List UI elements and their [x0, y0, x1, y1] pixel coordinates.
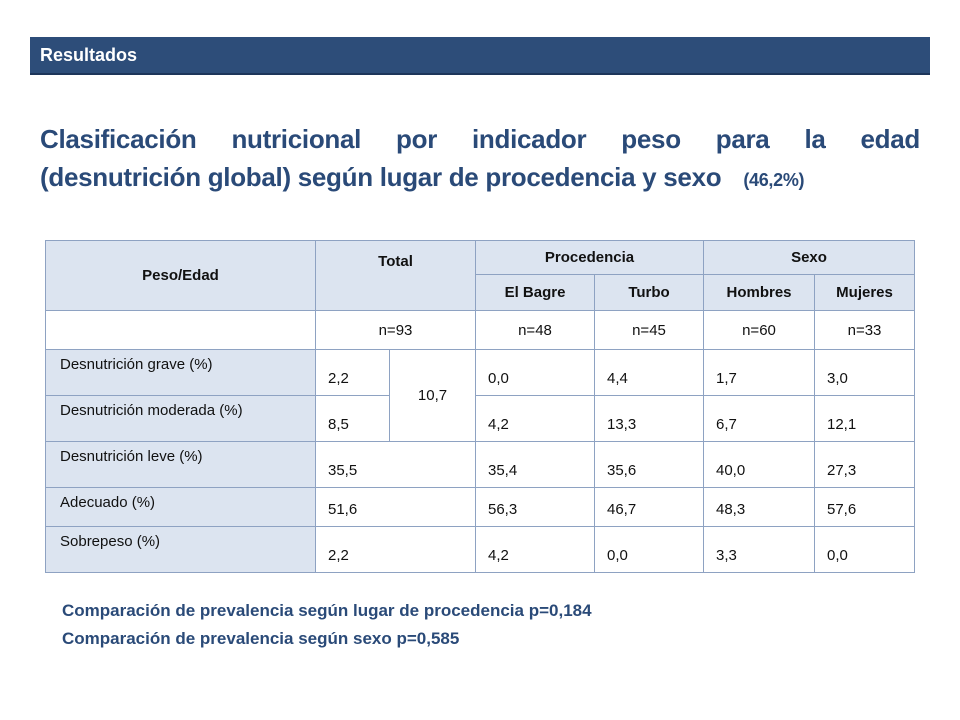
- cell-turbo: 0,0: [594, 526, 704, 573]
- slide-title-line2: (desnutrición global) según lugar de pro…: [40, 158, 920, 199]
- cell-hombres: 3,3: [703, 526, 815, 573]
- row-label: Adecuado (%): [45, 487, 316, 527]
- title-word: por: [396, 124, 438, 154]
- cell-total: 35,5: [315, 441, 476, 488]
- section-header-bar: Resultados: [30, 37, 930, 75]
- header-row-1: Peso/Edad Total Procedencia Sexo: [45, 240, 916, 311]
- title-word: nutricional: [231, 124, 362, 154]
- n-el-bagre: n=48: [475, 310, 595, 350]
- row-label: Desnutrición grave (%): [45, 349, 316, 396]
- table-row: Desnutrición grave (%) 2,2 10,7 0,0 4,4 …: [45, 349, 916, 442]
- header-total: Total: [315, 240, 476, 311]
- cell-mujeres: 0,0: [813, 526, 916, 573]
- header-row-2: El Bagre Turbo Hombres Mujeres: [46, 274, 916, 311]
- footnote-procedencia: Comparación de prevalencia según lugar d…: [62, 601, 592, 620]
- slide-title: Clasificación nutricional por indicador …: [40, 120, 920, 199]
- cell-el-bagre: 0,0: [475, 349, 595, 396]
- header-peso-edad: Peso/Edad: [45, 240, 316, 311]
- table-row: Adecuado (%) 51,6 56,3 46,7 48,3 57,6: [45, 487, 916, 527]
- cell-mujeres: 27,3: [813, 441, 916, 488]
- cell-hombres: 6,7: [703, 395, 815, 442]
- cell-total-merged: 10,7: [389, 349, 476, 442]
- header-mujeres: Mujeres: [813, 274, 916, 311]
- slide-title-line1: Clasificación nutricional por indicador …: [40, 120, 920, 158]
- sample-size-row: n=93 n=48 n=45 n=60 n=33: [45, 310, 916, 350]
- cell-el-bagre: 4,2: [475, 526, 595, 573]
- cell-el-bagre: 35,4: [475, 441, 595, 488]
- cell-turbo: 4,4: [594, 349, 704, 396]
- cell-mujeres: 57,6: [813, 487, 916, 527]
- sample-size-label-cell: [45, 310, 316, 350]
- title-word: la: [804, 124, 826, 154]
- n-hombres: n=60: [703, 310, 815, 350]
- header-procedencia: Procedencia: [475, 240, 704, 275]
- footnote-sexo: Comparación de prevalencia según sexo p=…: [62, 629, 460, 648]
- cell-total: 2,2: [315, 349, 390, 396]
- title-word: peso: [621, 124, 681, 154]
- cell-turbo: 46,7: [594, 487, 704, 527]
- n-mujeres: n=33: [813, 310, 916, 350]
- cell-el-bagre: 4,2: [475, 395, 595, 442]
- cell-mujeres: 3,0: [813, 349, 916, 396]
- table-row: Sobrepeso (%) 2,2 4,2 0,0 3,3 0,0: [45, 526, 916, 573]
- cell-total: 8,5: [315, 395, 390, 442]
- cell-total: 51,6: [315, 487, 476, 527]
- n-turbo: n=45: [594, 310, 704, 350]
- cell-mujeres: 12,1: [813, 395, 916, 442]
- header-sexo: Sexo: [702, 240, 916, 275]
- title-percentage: (46,2%): [743, 170, 805, 190]
- header-el-bagre: El Bagre: [475, 274, 595, 311]
- title-word: para: [715, 124, 770, 154]
- header-turbo: Turbo: [594, 274, 704, 311]
- n-total: n=93: [315, 310, 476, 350]
- cell-hombres: 1,7: [703, 349, 815, 396]
- table-row: Desnutrición moderada (%) 8,5 4,2 13,3 6…: [45, 395, 916, 442]
- cell-el-bagre: 56,3: [475, 487, 595, 527]
- row-label: Desnutrición moderada (%): [45, 395, 316, 442]
- cell-turbo: 13,3: [594, 395, 704, 442]
- cell-hombres: 40,0: [703, 441, 815, 488]
- cell-turbo: 35,6: [594, 441, 704, 488]
- row-label: Sobrepeso (%): [45, 526, 316, 573]
- title-line2-text: (desnutrición global) según lugar de pro…: [40, 162, 722, 192]
- title-word: indicador: [472, 124, 587, 154]
- cell-total: 2,2: [315, 526, 476, 573]
- title-word: edad: [860, 124, 921, 154]
- header-hombres: Hombres: [703, 274, 815, 311]
- section-header-label: Resultados: [40, 45, 138, 65]
- cell-hombres: 48,3: [703, 487, 815, 527]
- results-table: Peso/Edad Total Procedencia Sexo El Bagr…: [45, 240, 916, 573]
- footnotes: Comparación de prevalencia según lugar d…: [62, 597, 592, 653]
- table-row: Desnutrición leve (%) 35,5 35,4 35,6 40,…: [45, 441, 916, 488]
- title-word: Clasificación: [40, 124, 197, 154]
- row-label: Desnutrición leve (%): [45, 441, 316, 488]
